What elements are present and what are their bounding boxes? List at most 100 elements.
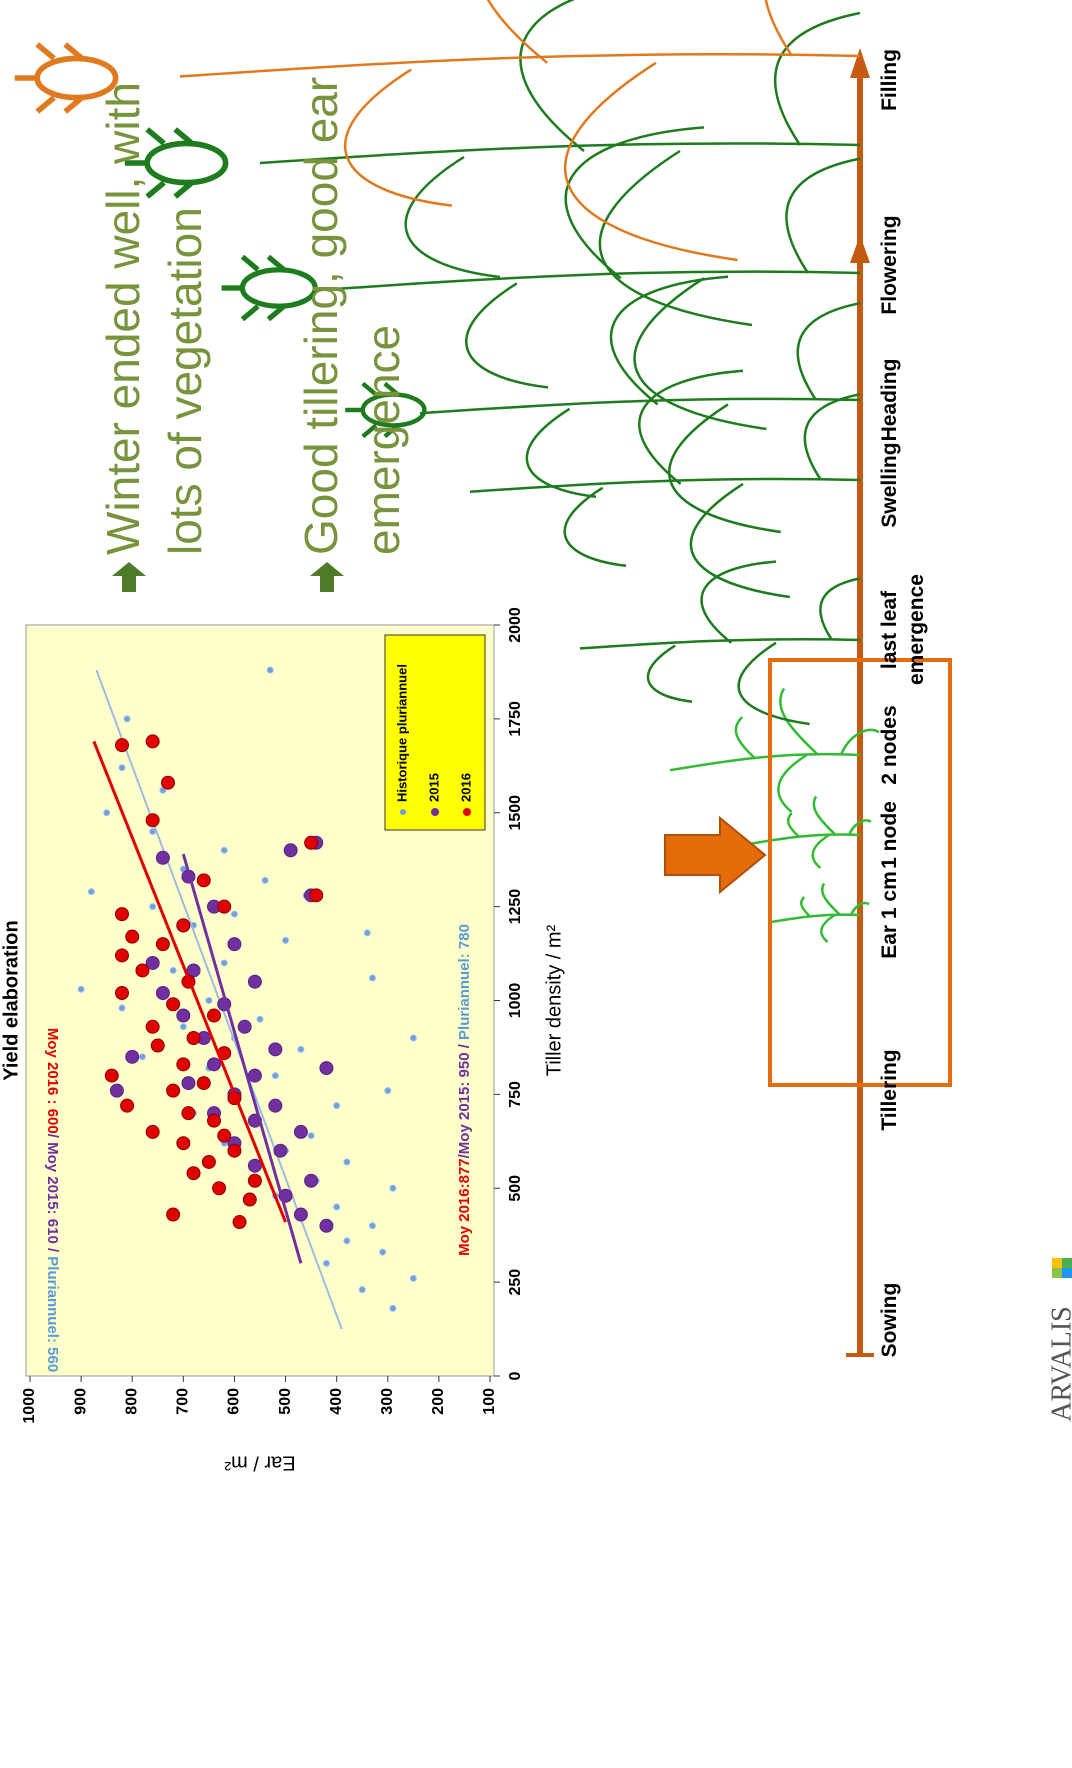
point	[138, 1053, 146, 1061]
point	[135, 963, 150, 978]
point	[109, 1083, 124, 1098]
point	[379, 1248, 387, 1256]
point	[181, 1076, 196, 1091]
point	[166, 1083, 181, 1098]
trend-line	[92, 740, 287, 1223]
point	[283, 843, 298, 858]
annotation-part: /	[44, 1244, 61, 1257]
point	[232, 1215, 247, 1230]
point	[358, 1286, 366, 1294]
point	[333, 1203, 341, 1211]
legend-marker	[463, 808, 471, 816]
legend-marker	[400, 809, 406, 815]
point	[343, 1158, 351, 1166]
point	[304, 1173, 319, 1188]
point	[115, 985, 129, 1000]
point	[307, 1132, 315, 1140]
point	[176, 1008, 191, 1023]
point	[389, 1184, 397, 1192]
point	[309, 888, 324, 903]
point	[247, 974, 262, 989]
point	[368, 974, 376, 982]
point	[118, 1004, 126, 1012]
point	[271, 1072, 279, 1080]
point	[230, 910, 238, 918]
annotation-part: Moy 2016 : 600	[44, 1028, 61, 1134]
point	[273, 1143, 288, 1158]
stage-label: Flowering	[878, 215, 901, 315]
point	[186, 1031, 201, 1046]
point	[368, 1222, 376, 1230]
point	[207, 1113, 221, 1128]
point	[247, 1158, 262, 1173]
point	[304, 835, 319, 850]
point	[125, 929, 140, 944]
point	[196, 873, 211, 888]
legend-box	[384, 634, 486, 831]
x-axis-title: Tiller density / m²	[543, 924, 565, 1076]
point	[176, 1136, 191, 1151]
y-tick-label: 700	[175, 1388, 192, 1415]
stage-label: 2 nodes	[878, 705, 901, 785]
annotation-part: Pluriannuel: 560	[44, 1256, 61, 1372]
point	[297, 1045, 305, 1053]
annotation: Moy 2016 : 600/ Moy 2015: 610 / Pluriann…	[44, 1028, 61, 1372]
highlight-arrow	[664, 815, 767, 895]
point	[293, 1124, 308, 1139]
point	[227, 937, 242, 952]
logo-icon	[1052, 1258, 1072, 1278]
stage-label: Sowing	[878, 1282, 901, 1358]
legend-marker	[431, 808, 439, 816]
point	[237, 1019, 252, 1034]
point	[268, 1098, 283, 1113]
point	[282, 936, 290, 944]
point	[220, 959, 228, 967]
x-tick-label: 2000	[507, 607, 524, 643]
chart: Yield elaboration Tiller density / m² Ear …	[0, 607, 565, 1474]
point	[155, 937, 170, 952]
point	[389, 1304, 397, 1312]
x-tick-label: 0	[507, 1371, 524, 1380]
point	[145, 955, 160, 970]
point	[181, 1106, 196, 1121]
point	[155, 850, 170, 865]
point	[150, 1038, 165, 1053]
legend-label: 2016	[458, 773, 473, 802]
y-axis-title: Ear / m²	[224, 1452, 295, 1474]
y-tick-label: 1000	[21, 1388, 38, 1424]
bullet-text: Good tillering, good ear emergence	[295, 76, 410, 555]
point	[145, 1019, 160, 1034]
logo-text: ARVALIS	[1046, 1306, 1072, 1422]
annotation-part: /Moy 2015: 950	[456, 1052, 473, 1158]
x-tick-label: 250	[507, 1269, 524, 1296]
point	[333, 1102, 341, 1110]
point	[145, 1124, 160, 1139]
bullet-icon	[310, 562, 344, 592]
bullet-text: Winter ended well, with lots of vegetati…	[97, 82, 212, 555]
y-tick-label: 200	[430, 1388, 447, 1415]
point	[186, 1166, 201, 1181]
point	[166, 1207, 181, 1222]
annotation-part: / Moy 2015: 610	[44, 1134, 61, 1244]
y-tick-label: 500	[277, 1388, 294, 1415]
point	[123, 715, 131, 723]
point	[227, 1143, 242, 1158]
point	[343, 1237, 351, 1245]
point	[247, 1068, 262, 1083]
point	[319, 1218, 334, 1233]
stage-label: Heading	[878, 358, 901, 442]
point	[145, 734, 160, 749]
x-tick-label: 1500	[507, 795, 524, 831]
point	[242, 1192, 257, 1207]
stage-highlight	[768, 658, 952, 1087]
point	[120, 1098, 135, 1113]
point	[176, 918, 191, 933]
bullet-icon	[112, 562, 146, 592]
point	[166, 997, 181, 1012]
point	[115, 907, 129, 922]
point	[256, 1015, 264, 1023]
x-tick-label: 1000	[507, 983, 524, 1019]
x-tick-label: 1250	[507, 889, 524, 925]
point	[176, 1057, 191, 1072]
point	[145, 813, 160, 828]
